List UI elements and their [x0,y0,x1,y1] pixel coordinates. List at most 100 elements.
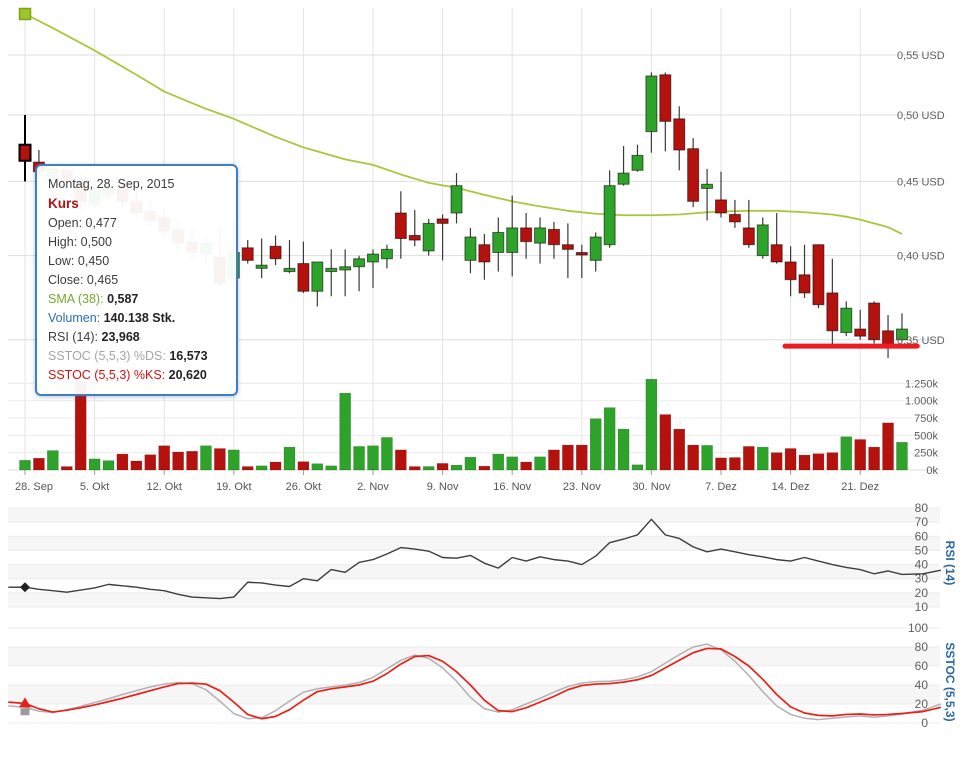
volume-bar[interactable] [534,456,546,471]
volume-bar[interactable] [214,448,226,471]
volume-bar[interactable] [325,465,337,471]
volume-bar[interactable] [353,446,365,471]
volume-bar[interactable] [283,446,296,471]
candle[interactable] [464,236,477,261]
candle[interactable] [854,328,867,337]
volume-bar[interactable] [144,454,157,471]
volume-bar[interactable] [729,457,741,471]
volume-bar[interactable] [450,464,463,471]
volume-bar[interactable] [116,453,129,471]
candle[interactable] [895,328,908,341]
volume-bar[interactable] [436,463,449,471]
candle[interactable] [798,274,811,294]
volume-bar[interactable] [589,418,602,471]
volume-bar[interactable] [464,456,477,471]
candle[interactable] [255,264,268,269]
volume-bar[interactable] [840,436,853,471]
candle[interactable] [547,228,560,246]
candle[interactable] [325,267,338,273]
volume-bar[interactable] [367,445,379,471]
candle[interactable] [241,247,254,261]
volume-bar[interactable] [200,445,212,471]
volume-bar[interactable] [645,378,658,471]
candle[interactable] [478,244,491,263]
volume-bar[interactable] [882,422,894,471]
volume-bar[interactable] [339,392,351,471]
volume-bar[interactable] [255,465,268,471]
volume-bar[interactable] [826,452,839,471]
volume-bar[interactable] [395,449,407,471]
candle[interactable] [297,263,310,292]
candle[interactable] [339,266,352,271]
volume-bar[interactable] [241,466,254,471]
volume-bar[interactable] [88,458,101,471]
volume-bar[interactable] [896,442,908,471]
volume-bar[interactable] [172,451,184,471]
candle[interactable] [311,261,324,292]
volume-bar[interactable] [687,444,699,471]
candle[interactable] [436,218,449,224]
volume-bar[interactable] [770,452,783,471]
volume-bar[interactable] [102,460,115,471]
volume-bar[interactable] [798,454,811,471]
volume-bar[interactable] [784,448,797,471]
candle[interactable] [812,244,825,306]
candle[interactable] [408,234,421,241]
volume-bar[interactable] [130,460,143,471]
volume-bar[interactable] [61,466,73,471]
candle[interactable] [701,183,714,189]
candle[interactable] [506,227,519,253]
volume-bar[interactable] [701,445,713,471]
volume-bar[interactable] [812,453,825,471]
volume-bar[interactable] [617,428,630,471]
candle[interactable] [687,148,700,202]
candle[interactable] [756,224,769,257]
volume-bar[interactable] [659,414,672,471]
volume-bar[interactable] [492,453,505,471]
candle[interactable] [589,236,602,261]
candle[interactable] [603,185,616,246]
candle[interactable] [561,244,574,250]
volume-bar[interactable] [47,450,59,471]
candle[interactable] [868,302,881,341]
candle[interactable] [520,227,533,243]
candle[interactable] [353,258,366,268]
volume-bar[interactable] [743,446,755,471]
volume-bar[interactable] [422,466,435,471]
volume-bar[interactable] [297,461,310,471]
candle[interactable] [450,185,463,214]
volume-bar[interactable] [631,464,644,471]
volume-bar[interactable] [311,463,324,471]
candle[interactable] [631,154,644,171]
candle[interactable] [394,212,407,240]
candle[interactable] [715,199,727,214]
candle[interactable] [492,231,505,253]
volume-bar[interactable] [715,457,727,471]
volume-bar[interactable] [186,451,198,471]
candle[interactable] [673,118,686,151]
volume-bar[interactable] [19,460,31,471]
volume-bar[interactable] [520,461,532,471]
volume-bar[interactable] [269,461,282,471]
candle[interactable] [770,244,783,263]
candle[interactable] [617,172,630,185]
candle[interactable] [380,248,393,260]
candle[interactable] [742,227,755,246]
candle[interactable] [728,213,741,223]
candle[interactable] [283,267,296,273]
volume-bar[interactable] [854,439,866,471]
candle[interactable] [367,253,379,263]
volume-bar[interactable] [33,457,45,471]
volume-bar[interactable] [158,445,170,471]
volume-bar[interactable] [228,449,240,471]
candle[interactable] [269,245,282,260]
volume-bar[interactable] [381,437,393,471]
candle[interactable] [422,222,435,252]
volume-bar[interactable] [868,446,880,471]
volume-bar[interactable] [673,428,685,471]
candle[interactable] [575,251,588,256]
volume-bar[interactable] [562,444,574,471]
volume-bar[interactable] [757,446,769,471]
volume-bar[interactable] [603,407,616,471]
volume-bar[interactable] [409,466,421,471]
